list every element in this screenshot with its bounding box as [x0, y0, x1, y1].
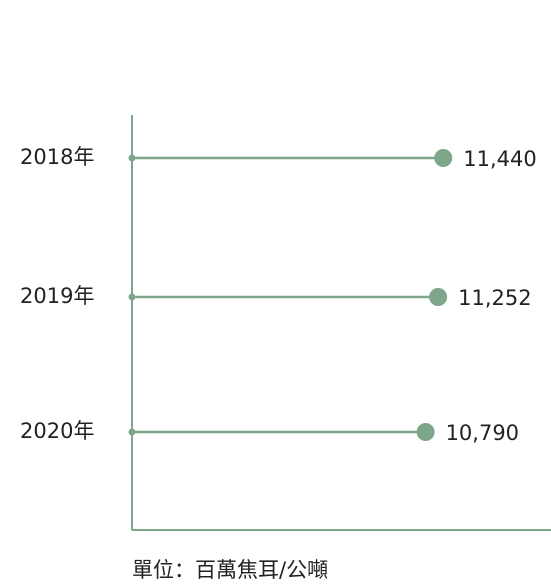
- dot: [434, 149, 453, 167]
- category-label: 2018年: [20, 145, 94, 169]
- base-dot: [128, 428, 136, 436]
- unit-label: 單位：百萬焦耳/公噸: [132, 558, 328, 582]
- value-label: 10,790: [446, 421, 519, 445]
- value-label: 11,252: [458, 286, 531, 310]
- value-label: 11,440: [463, 147, 536, 171]
- dot: [429, 288, 448, 306]
- category-label: 2019年: [20, 284, 94, 308]
- category-label: 2020年: [20, 419, 94, 443]
- base-dot: [128, 293, 136, 301]
- dot: [416, 423, 435, 441]
- base-dot: [128, 154, 136, 162]
